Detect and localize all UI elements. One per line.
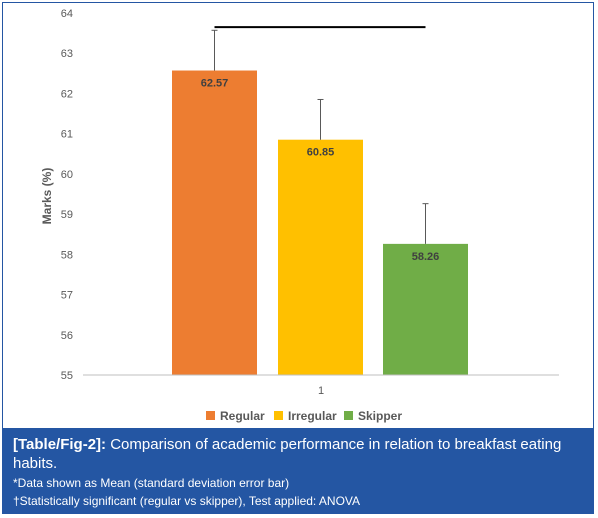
caption-note-significance: †Statistically significant (regular vs s… [13, 494, 361, 508]
y-tick-label: 60 [61, 169, 73, 181]
legend-label-regular: Regular [220, 409, 265, 423]
caption-text: Comparison of academic performance in re… [13, 436, 562, 472]
bar-irregular [278, 139, 363, 375]
y-tick-label: 59 [61, 209, 73, 221]
error-bars [211, 29, 429, 244]
data-labels: 62.57 60.85 58.26 [201, 78, 440, 263]
legend: Regular Irregular Skipper [206, 409, 402, 423]
error-bar-irregular [317, 98, 324, 140]
caption-label: [Table/Fig-2]: [13, 436, 107, 453]
data-label-irregular: 60.85 [307, 147, 335, 159]
y-axis-title: Marks (%) [40, 168, 54, 225]
y-tick-label: 64 [61, 8, 73, 20]
x-tick-label: 1 [318, 385, 324, 397]
y-tick-label: 58 [61, 249, 73, 261]
legend-swatch-regular [206, 411, 215, 420]
bar-chart: 55 56 57 58 59 60 61 62 63 64 Marks (%) 62.57 60.8… [40, 8, 559, 423]
y-tick-label: 61 [61, 129, 73, 141]
caption-note-mean: *Data shown as Mean (standard deviation … [13, 476, 290, 490]
y-tick-label: 56 [61, 330, 73, 342]
data-label-regular: 62.57 [201, 78, 229, 90]
legend-swatch-skipper [344, 411, 353, 420]
error-bar-regular [211, 29, 218, 71]
legend-swatch-irregular [274, 411, 283, 420]
legend-label-skipper: Skipper [358, 409, 402, 423]
data-label-skipper: 58.26 [412, 251, 440, 263]
error-bar-skipper [422, 203, 429, 244]
bar-regular [172, 70, 257, 376]
bar-skipper [383, 243, 468, 375]
y-tick-label: 62 [61, 88, 73, 100]
y-tick-label: 57 [61, 290, 73, 302]
legend-label-irregular: Irregular [288, 409, 337, 423]
figure: 55 56 57 58 59 60 61 62 63 64 Marks (%) 62.57 60.8… [2, 2, 594, 514]
y-tick-label: 63 [61, 48, 73, 60]
y-tick-label: 55 [61, 370, 73, 382]
bars [172, 70, 468, 376]
figure-caption: [Table/Fig-2]: Comparison of academic pe… [3, 428, 593, 513]
y-axis-ticks: 55 56 57 58 59 60 61 62 63 64 [61, 8, 73, 382]
